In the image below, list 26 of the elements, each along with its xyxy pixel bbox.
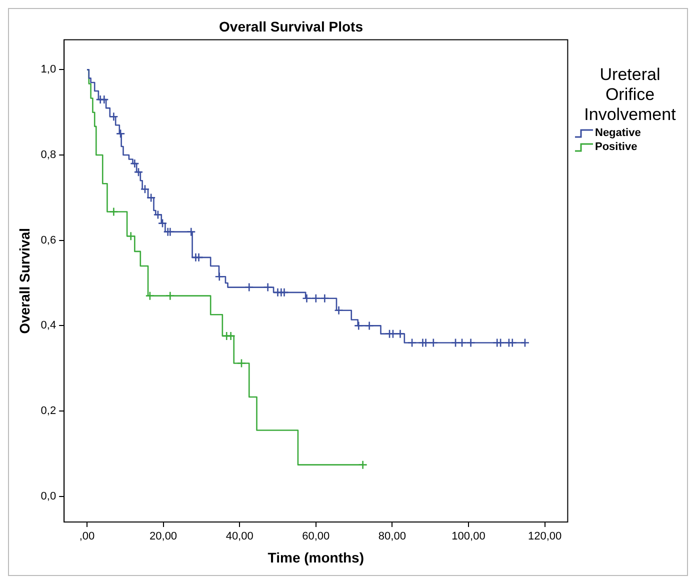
x-tick-label: 20,00	[150, 530, 178, 543]
legend-label: Negative	[595, 127, 641, 139]
point	[130, 158, 140, 168]
point	[134, 167, 144, 177]
point	[109, 112, 118, 122]
point	[140, 184, 150, 194]
y-tick-label: 1,0	[40, 64, 56, 76]
x-axis-title: Time (months)	[268, 549, 364, 566]
point	[158, 218, 168, 228]
y-axis-title: Overall Survival	[16, 228, 32, 334]
chart-title: Overall Survival Plots	[219, 18, 364, 34]
legend-label: Positive	[595, 141, 638, 153]
point	[116, 129, 126, 138]
y-tick-label: 0,4	[40, 320, 56, 332]
y-tick-label: 0,2	[40, 405, 56, 418]
y-tick-label: 0,6	[40, 234, 56, 246]
x-tick-label: 100,00	[452, 530, 486, 543]
y-tick-label: 0,8	[40, 149, 56, 162]
legend-title: Ureteral Orifice Involvement	[583, 65, 677, 125]
point	[146, 193, 156, 202]
x-tick-label: ,00	[79, 530, 95, 543]
x-tick-label: 80,00	[378, 530, 406, 543]
x-tick-label: 40,00	[226, 530, 254, 543]
y-tick-label: 0,0	[40, 490, 56, 502]
x-tick-label: 120,00	[528, 530, 562, 543]
x-tick-label: 60,00	[302, 530, 330, 543]
